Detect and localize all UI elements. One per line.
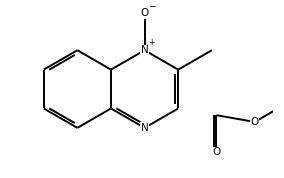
Text: N: N: [141, 45, 149, 55]
Text: O: O: [141, 8, 149, 18]
Text: −: −: [148, 1, 155, 10]
Text: +: +: [148, 38, 154, 47]
Text: O: O: [212, 147, 221, 157]
Text: N: N: [141, 123, 149, 133]
Text: O: O: [250, 117, 259, 127]
